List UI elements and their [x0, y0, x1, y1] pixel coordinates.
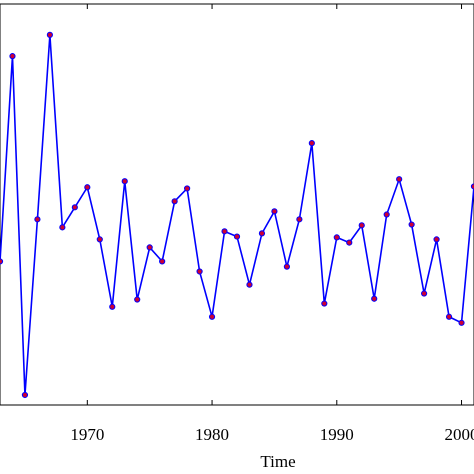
- data-point: [233, 233, 241, 240]
- x-tick-label: 1980: [195, 425, 229, 444]
- data-point: [383, 211, 390, 218]
- data-line: [0, 34, 474, 396]
- data-point: [458, 319, 465, 326]
- data-point: [296, 216, 303, 223]
- data-point: [221, 228, 228, 235]
- data-point: [208, 313, 216, 320]
- data-point: [283, 263, 290, 270]
- data-point: [308, 140, 315, 147]
- data-point: [96, 236, 103, 243]
- data-point: [246, 281, 253, 288]
- data-point: [9, 53, 16, 60]
- data-point: [34, 216, 41, 223]
- data-point: [84, 184, 91, 191]
- data-point: [433, 236, 440, 243]
- data-point: [421, 290, 428, 297]
- plot-frame: [0, 3, 474, 406]
- data-point: [59, 224, 66, 231]
- data-point: [258, 230, 266, 237]
- data-point: [0, 258, 4, 265]
- data-point: [371, 295, 378, 302]
- data-point: [171, 198, 178, 205]
- x-tick-label: 1990: [320, 425, 354, 444]
- data-point: [184, 185, 191, 192]
- data-point: [396, 176, 403, 183]
- data-point: [358, 222, 365, 229]
- data-point: [71, 204, 78, 211]
- data-point: [333, 234, 340, 241]
- data-point: [346, 239, 353, 246]
- data-point: [321, 300, 328, 307]
- x-tick-label: 2000: [445, 425, 474, 444]
- data-point: [271, 208, 278, 215]
- data-point: [121, 178, 128, 185]
- x-tick-label: 1970: [70, 425, 104, 444]
- data-point: [159, 258, 166, 265]
- data-point: [408, 221, 415, 228]
- x-axis-label: Time: [260, 452, 295, 471]
- data-point: [445, 313, 453, 320]
- data-point: [109, 303, 116, 310]
- data-point: [146, 244, 153, 251]
- data-point: [196, 268, 203, 275]
- data-point: [46, 31, 53, 38]
- data-point: [134, 296, 141, 303]
- data-point: [21, 391, 29, 399]
